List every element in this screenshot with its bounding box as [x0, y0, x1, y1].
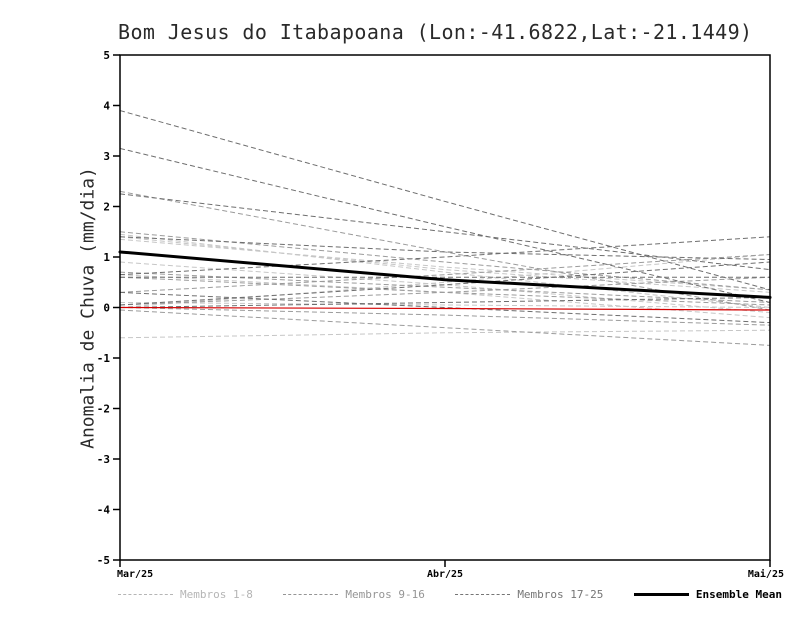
member-line: [119, 276, 771, 306]
y-tick-label: 2: [103, 201, 110, 214]
ensemble-mean-line: [118, 250, 772, 299]
member-line: [119, 236, 771, 293]
member-line: [119, 301, 771, 308]
member-line: [119, 309, 771, 346]
member-line: [119, 147, 771, 303]
member-line: [119, 253, 771, 293]
reference-line: [119, 306, 771, 311]
dashed-line-sample-icon: [455, 593, 511, 595]
member-line: [119, 190, 771, 311]
member-line: [119, 193, 771, 271]
member-line: [119, 307, 771, 326]
y-tick-label: -4: [97, 504, 111, 517]
legend-label: Membros 9-16: [345, 587, 425, 601]
y-tick-label: 5: [103, 49, 110, 62]
legend-item-ensemble-mean: Ensemble Mean: [633, 587, 782, 601]
y-tick-label: -1: [97, 352, 111, 365]
y-tick-label: -5: [97, 554, 110, 567]
dashed-line-sample-icon: [283, 593, 339, 595]
member-line: [119, 274, 771, 319]
chart-title: Bom Jesus do Itabapoana (Lon:-41.6822,La…: [118, 20, 753, 44]
legend-label: Membros 17-25: [517, 587, 604, 601]
y-tick-label: -2: [97, 403, 110, 416]
member-line: [119, 236, 771, 261]
y-tick-label: 1: [103, 251, 110, 264]
member-line: [119, 233, 771, 308]
x-tick-label: Mar/25: [117, 569, 153, 580]
member-line: [119, 253, 771, 308]
member-line: [119, 261, 771, 314]
member-line: [119, 296, 771, 308]
member-line: [119, 261, 771, 306]
member-line: [119, 276, 771, 306]
x-tick-label: Mai/25: [748, 568, 784, 580]
dashed-line-sample-icon: [118, 593, 173, 595]
legend-label: Ensemble Mean: [695, 587, 782, 601]
y-tick-label: 4: [103, 100, 110, 113]
y-tick-label: -3: [97, 453, 110, 466]
legend-item-membros-9-16: Membros 9-16: [283, 587, 425, 601]
member-line: [119, 236, 771, 276]
member-line: [119, 110, 771, 291]
legend-label: Membros 1-8: [180, 587, 253, 601]
member-line: [119, 238, 771, 291]
y-tick-label: 0: [103, 302, 110, 315]
legend-item-membros-1-8: Membros 1-8: [118, 588, 253, 601]
x-tick-label: Abr/25: [427, 569, 463, 580]
solid-line-sample-icon: [633, 592, 689, 596]
member-line: [119, 291, 771, 324]
y-tick-label: 3: [103, 150, 110, 163]
member-line: [119, 329, 771, 339]
legend-item-membros-17-25: Membros 17-25: [455, 588, 603, 601]
legend: Membros 1-8 Membros 9-16 Membros 17-25 E…: [118, 586, 782, 602]
